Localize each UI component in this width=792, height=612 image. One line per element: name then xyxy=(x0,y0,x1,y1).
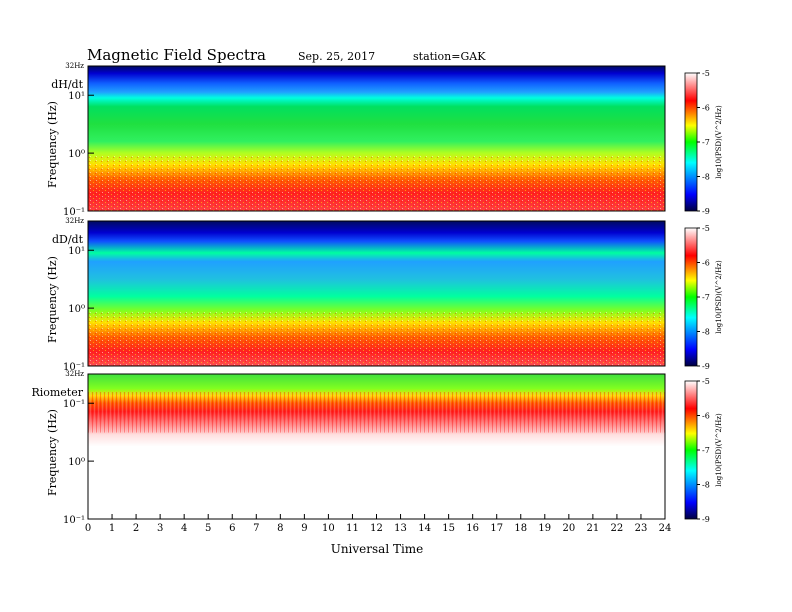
x-tick-label: 19 xyxy=(538,523,551,534)
y-top-label: 32Hz xyxy=(65,217,84,225)
x-tick-label: 1 xyxy=(109,523,115,534)
x-tick-label: 12 xyxy=(370,523,383,534)
panel-frame xyxy=(87,220,666,367)
y-axis-label: Frequency (Hz) xyxy=(46,256,59,343)
x-axis-label: Universal Time xyxy=(331,542,424,556)
y-axis-label: Frequency (Hz) xyxy=(46,409,59,496)
x-tick-label: 7 xyxy=(253,523,259,534)
y-axis-label: Frequency (Hz) xyxy=(46,101,59,188)
x-tick-label: 0 xyxy=(85,523,91,534)
x-tick-label: 3 xyxy=(157,523,163,534)
x-tick-label: 9 xyxy=(301,523,307,534)
spectrogram-noise xyxy=(88,155,665,211)
x-tick-label: 23 xyxy=(635,523,648,534)
figure-date: Sep. 25, 2017 xyxy=(298,50,375,63)
figure-title: Magnetic Field Spectra xyxy=(87,46,266,64)
colorbar-label: log10(PSD)(V^2/Hz) xyxy=(715,413,723,487)
y-tick-label: 10⁻¹ xyxy=(63,207,85,218)
colorbar-tick-label: -5 xyxy=(702,69,710,78)
colorbar-tick-label: -8 xyxy=(702,173,710,182)
spectrogram-noise xyxy=(88,310,665,366)
spectrogram-stripes xyxy=(88,392,665,433)
colorbar-tick-label: -6 xyxy=(702,104,710,113)
x-tick-label: 5 xyxy=(205,523,211,534)
x-tick-label: 18 xyxy=(514,523,527,534)
colorbar xyxy=(684,72,698,212)
x-tick-label: 4 xyxy=(181,523,187,534)
y-tick-label: 10¹ xyxy=(68,246,85,257)
y-tick-label: 10⁻¹ xyxy=(63,399,85,410)
x-tick-label: 14 xyxy=(418,523,431,534)
y-top-label: 32Hz xyxy=(65,62,84,70)
panel-name: dD/dt xyxy=(52,233,84,246)
colorbar-tick-label: -9 xyxy=(702,207,710,216)
x-tick-label: 21 xyxy=(587,523,600,534)
panel-1: dH/dt 32Hz 10¹ 10⁰ 10⁻¹ Frequency (Hz) -5 -6 -7 -… xyxy=(46,62,723,218)
x-tick-label: 16 xyxy=(466,523,479,534)
colorbar-tick-label: -7 xyxy=(702,138,710,147)
y-tick-label: 10⁻¹ xyxy=(63,515,85,526)
colorbar-tick-label: -8 xyxy=(702,481,710,490)
colorbar-tick-label: -5 xyxy=(702,377,710,386)
x-tick-label: 13 xyxy=(394,523,407,534)
panel-3: Riometer 32Hz 10⁻¹ 10⁰ 10⁻¹ Frequency (Hz) -5 -… xyxy=(31,370,723,526)
y-tick-label: 10¹ xyxy=(68,91,85,102)
y-top-label: 32Hz xyxy=(65,370,84,378)
panel-name: dH/dt xyxy=(51,78,83,91)
colorbar-tick-label: -5 xyxy=(702,224,710,233)
colorbar-label: log10(PSD)(V^2/Hz) xyxy=(715,105,723,179)
colorbar-label: log10(PSD)(V^2/Hz) xyxy=(715,260,723,334)
x-tick-label: 2 xyxy=(133,523,139,534)
colorbar-tick-label: -7 xyxy=(702,293,710,302)
y-tick-label: 10⁰ xyxy=(68,149,85,160)
colorbar-tick-label: -8 xyxy=(702,328,710,337)
x-tick-label: 8 xyxy=(277,523,283,534)
x-tick-label: 24 xyxy=(659,523,672,534)
station-label: station=GAK xyxy=(413,50,486,63)
x-tick-label: 20 xyxy=(562,523,575,534)
colorbar xyxy=(684,227,698,367)
colorbar-tick-label: -9 xyxy=(702,362,710,371)
panel-name: Riometer xyxy=(31,386,83,399)
panel-2: dD/dt 32Hz 10¹ 10⁰ 10⁻¹ Frequency (Hz) -5 -6 -7 -… xyxy=(46,217,723,373)
colorbar-tick-label: -6 xyxy=(702,259,710,268)
x-tick-label: 15 xyxy=(442,523,455,534)
x-tick-label: 22 xyxy=(611,523,624,534)
colorbar-tick-label: -9 xyxy=(702,515,710,524)
colorbar-tick-label: -6 xyxy=(702,412,710,421)
x-tick-label: 17 xyxy=(490,523,503,534)
x-tick-label: 10 xyxy=(322,523,335,534)
x-tick-label: 6 xyxy=(229,523,235,534)
panel-frame xyxy=(87,65,666,212)
x-axis: 0 1 2 3 4 5 6 7 8 9 10 11 12 13 14 15 16 17 18 19 20 21 22 23 24 xyxy=(85,514,672,534)
colorbar-tick-label: -7 xyxy=(702,446,710,455)
y-tick-label: 10⁰ xyxy=(68,304,85,315)
colorbar xyxy=(684,380,698,520)
y-tick-label: 10⁰ xyxy=(68,457,85,468)
y-tick-label: 10⁻¹ xyxy=(63,362,85,373)
x-tick-label: 11 xyxy=(346,523,359,534)
